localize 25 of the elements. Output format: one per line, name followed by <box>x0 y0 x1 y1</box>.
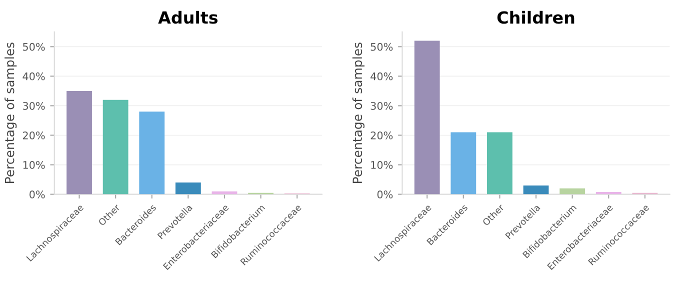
bar <box>102 100 128 194</box>
bar <box>175 182 201 194</box>
y-tick-label: 40% <box>370 72 393 80</box>
bar <box>523 185 549 194</box>
chart-title: Children <box>497 10 574 24</box>
y-tick-label: 40% <box>22 72 45 80</box>
bar <box>560 188 586 194</box>
y-tick-label: 10% <box>371 161 393 169</box>
y-tick-label: 20% <box>370 131 393 140</box>
y-tick-label: 50% <box>23 42 45 51</box>
y-tick-label: 20% <box>22 131 45 140</box>
y-tick-label: 0% <box>377 190 393 198</box>
y-tick-label: 50% <box>370 42 393 51</box>
bar <box>139 112 165 194</box>
y-tick-label: 10% <box>23 161 45 169</box>
bar <box>450 132 476 194</box>
y-tick-label: 0% <box>30 190 45 198</box>
y-axis-title: Percentage of samples <box>4 42 17 184</box>
chart-title: Adults <box>158 10 218 24</box>
y-axis-title: Percentage of samples <box>352 42 364 184</box>
bar <box>487 132 512 194</box>
bar <box>414 40 440 194</box>
y-tick-label: 30% <box>23 102 45 110</box>
y-tick-label: 30% <box>370 102 393 110</box>
bar <box>66 90 92 194</box>
